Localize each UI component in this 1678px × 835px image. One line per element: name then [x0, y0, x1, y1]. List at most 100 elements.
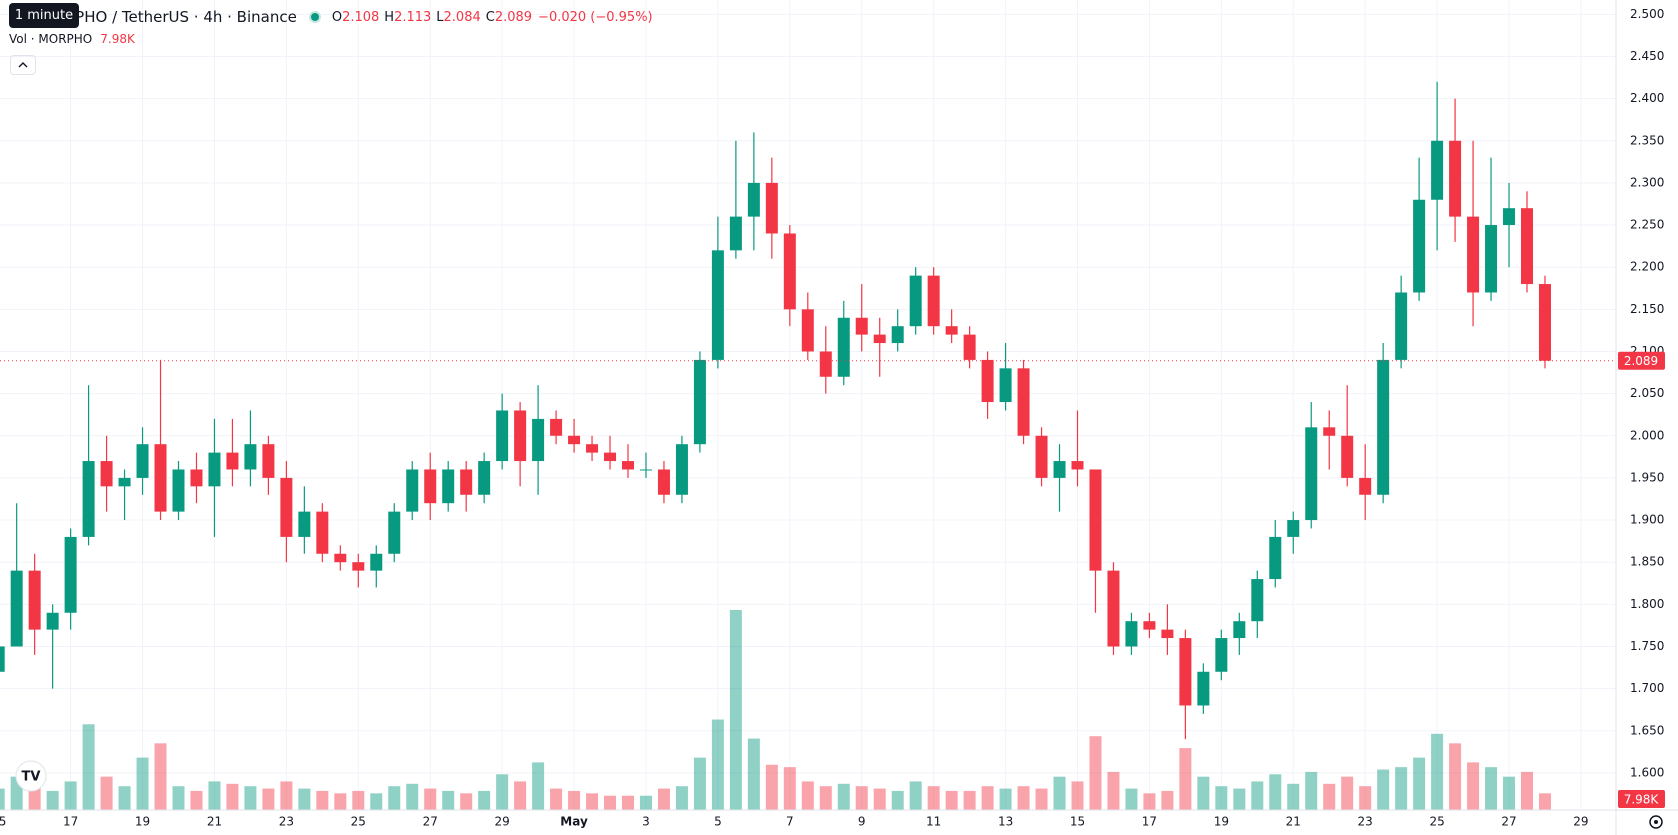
candle-body: [550, 418, 563, 436]
settings-button[interactable]: [1649, 815, 1663, 829]
candle-body: [568, 435, 581, 445]
market-status[interactable]: [308, 11, 321, 23]
volume-bar: [334, 793, 347, 810]
volume-bar: [424, 788, 437, 810]
svg-text:TV: TV: [22, 770, 41, 785]
candle-body: [783, 233, 796, 310]
x-tick-label: 23: [279, 815, 294, 829]
candle-body: [478, 461, 491, 495]
volume-bar: [819, 786, 832, 810]
volume-bar: [478, 790, 491, 810]
candle-body: [945, 326, 958, 335]
volume-bar: [1341, 776, 1354, 810]
volume-bar: [1197, 776, 1210, 810]
volume-tag-label: 7.98K: [1624, 793, 1660, 807]
candle-body: [1538, 284, 1551, 361]
volume-bar: [1431, 733, 1444, 810]
chevron: [18, 62, 28, 68]
x-tick-label: 17: [1142, 815, 1157, 829]
y-tick-label: 1.800: [1630, 597, 1664, 611]
volume-bar: [963, 790, 976, 810]
candle-body: [639, 469, 652, 471]
x-tick-label: 21: [1286, 815, 1301, 829]
candle-body: [460, 469, 473, 495]
volume-bar: [388, 786, 401, 810]
y-tick-label: 2.450: [1630, 49, 1664, 63]
volume-value: 7.98K: [100, 32, 135, 46]
x-tick-label: 3: [642, 815, 650, 829]
candle-body: [1107, 570, 1120, 647]
y-tick-label: 1.950: [1630, 470, 1664, 484]
volume-bar: [765, 764, 778, 810]
volume-tag: [1618, 790, 1665, 808]
ohlc-value: 2.113: [394, 9, 432, 25]
candle-body: [334, 553, 347, 563]
volume-bar: [118, 786, 131, 810]
x-tick-label: 17: [63, 815, 78, 829]
candle-body: [1251, 579, 1264, 622]
x-tick-label: 25: [1429, 815, 1444, 829]
volume-bar: [1071, 781, 1084, 810]
volume-bar: [675, 786, 688, 810]
candle-body: [154, 444, 167, 512]
candle-body: [118, 477, 131, 487]
candle-body: [514, 410, 527, 462]
volume-bar: [1305, 771, 1318, 810]
tv-logo: TV: [15, 760, 47, 792]
candle-body: [280, 477, 293, 537]
candle-body: [1341, 435, 1354, 478]
volume-bar: [622, 795, 634, 810]
candle-body: [711, 250, 724, 360]
x-tick-label: 19: [1214, 815, 1229, 829]
candle-body: [1323, 427, 1336, 436]
candle-body: [0, 646, 5, 672]
candle-body: [981, 359, 994, 403]
candle-body: [226, 452, 239, 470]
candle-body: [46, 612, 59, 630]
volume-bar: [46, 790, 59, 810]
volume-bar: [873, 788, 886, 810]
candle-body: [424, 469, 437, 504]
candle-body: [1467, 216, 1480, 293]
ohlc-key: C: [485, 9, 495, 25]
candle-body: [1503, 208, 1516, 226]
y-tick-label: 2.250: [1630, 218, 1664, 232]
collapse-button[interactable]: [10, 55, 36, 75]
y-tick-label: 2.300: [1630, 175, 1664, 189]
ohlc-key: L: [436, 9, 444, 25]
candle-body: [82, 461, 95, 537]
ohlc-key: H: [384, 9, 395, 25]
volume-bar: [837, 783, 850, 810]
volume-bar: [316, 790, 329, 810]
volume-bar: [855, 786, 868, 810]
last-price-label: 2.089: [1624, 354, 1658, 368]
candle-body: [1197, 671, 1210, 706]
ohlc-value: 2.089: [494, 9, 533, 25]
candle-body: [837, 317, 850, 377]
candle-body: [729, 216, 742, 251]
volume-bar: [550, 788, 563, 810]
volume-bar: [1377, 769, 1390, 810]
volume-bar: [370, 793, 383, 810]
volume-bar: [154, 743, 167, 810]
candle-body: [1305, 427, 1318, 521]
candle-body: [1269, 536, 1282, 580]
candle-body: [532, 418, 545, 462]
x-tick-label: 23: [1358, 815, 1373, 829]
candle-body: [963, 334, 976, 360]
volume-bar: [0, 788, 5, 810]
candle-body: [1413, 199, 1426, 293]
candle-body: [801, 309, 814, 352]
candle-body: [622, 461, 634, 470]
candle-body: [765, 182, 778, 234]
candle-body: [208, 452, 221, 487]
candle-body: [262, 444, 275, 478]
candle-body: [693, 359, 706, 445]
candle-body: [1395, 292, 1408, 360]
volume-bar: [82, 724, 95, 810]
x-tick-label: 15: [1070, 815, 1085, 829]
candle-body: [604, 452, 617, 462]
candle-body: [352, 562, 365, 571]
volume-bar: [604, 795, 617, 810]
candle-body: [1485, 225, 1498, 293]
